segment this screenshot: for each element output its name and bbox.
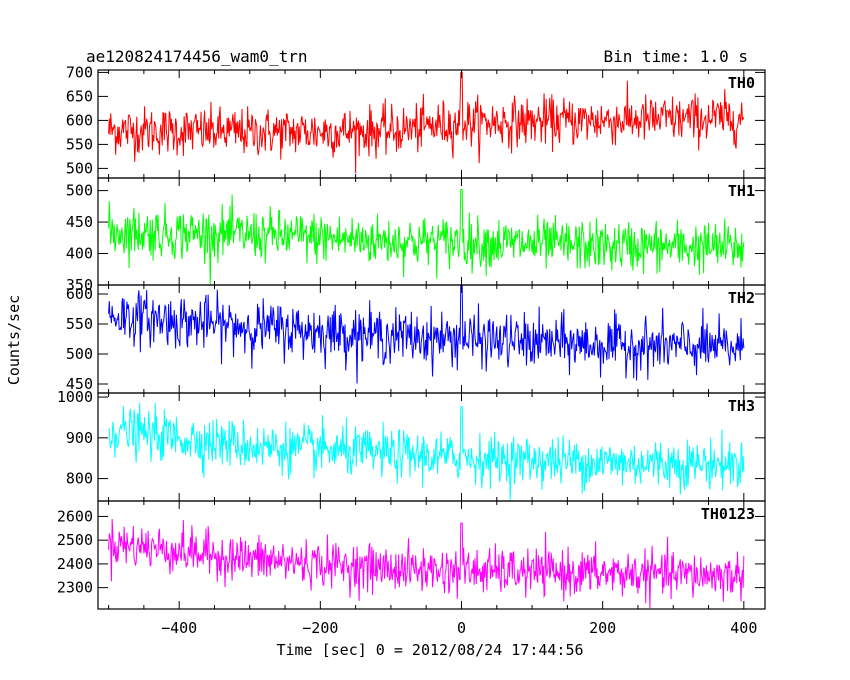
series-line-th0 — [108, 71, 745, 174]
y-tick-label: 2600 — [57, 507, 93, 525]
y-tick-label: 2400 — [57, 555, 93, 573]
channel-label: TH0 — [728, 74, 755, 92]
panel-th0: 500 550 600 650 700 TH0 — [66, 63, 766, 179]
y-tick-label: 450 — [66, 213, 93, 231]
channel-label: TH2 — [728, 289, 755, 307]
y-tick-label: 800 — [66, 470, 93, 488]
y-tick-label: 650 — [66, 87, 93, 105]
y-tick-label: 450 — [66, 375, 93, 393]
series-line-th1 — [108, 188, 745, 285]
y-tick-label: 500 — [66, 182, 93, 200]
x-tick-label: 400 — [730, 619, 757, 637]
y-tick-label: 600 — [66, 111, 93, 129]
x-tick-label: −400 — [161, 619, 197, 637]
series-line-th2 — [108, 285, 745, 384]
panel-th0123: 2300 2400 2500 2600 TH0123 — [57, 500, 766, 610]
series-line-th0123 — [108, 518, 745, 609]
channel-label: TH0123 — [701, 505, 755, 523]
y-tick-label: 500 — [66, 159, 93, 177]
x-axis-label: Time [sec] 0 = 2012/08/24 17:44:56 — [276, 641, 583, 659]
panel-frame — [97, 500, 766, 610]
y-tick-label: 2300 — [57, 579, 93, 597]
channel-label: TH3 — [728, 397, 755, 415]
x-tick-label: −200 — [302, 619, 338, 637]
series-line-th3 — [108, 402, 745, 501]
panel-th3: 800 900 1000 TH3 — [57, 388, 766, 502]
x-tick-label: 200 — [589, 619, 616, 637]
chart-title: ae120824174456_wam0_trn — [86, 47, 308, 66]
y-tick-label: 700 — [66, 63, 93, 81]
y-tick-label: 400 — [66, 245, 93, 263]
panel-th2: 450 500 550 600 TH2 — [66, 284, 766, 394]
y-tick-label: 1000 — [57, 388, 93, 406]
y-tick-label: 350 — [66, 276, 93, 294]
channel-label: TH1 — [728, 182, 755, 200]
y-axis-label: Counts/sec — [5, 295, 23, 385]
y-tick-label: 2500 — [57, 531, 93, 549]
y-tick-label: 600 — [66, 285, 93, 303]
y-tick-label: 900 — [66, 429, 93, 447]
y-tick-label: 550 — [66, 135, 93, 153]
bin-time-label: Bin time: 1.0 s — [604, 47, 749, 66]
y-tick-label: 500 — [66, 345, 93, 363]
y-tick-label: 550 — [66, 315, 93, 333]
x-tick-label: 0 — [457, 619, 466, 637]
panel-th1: 350 400 450 500 TH1 — [66, 177, 766, 294]
